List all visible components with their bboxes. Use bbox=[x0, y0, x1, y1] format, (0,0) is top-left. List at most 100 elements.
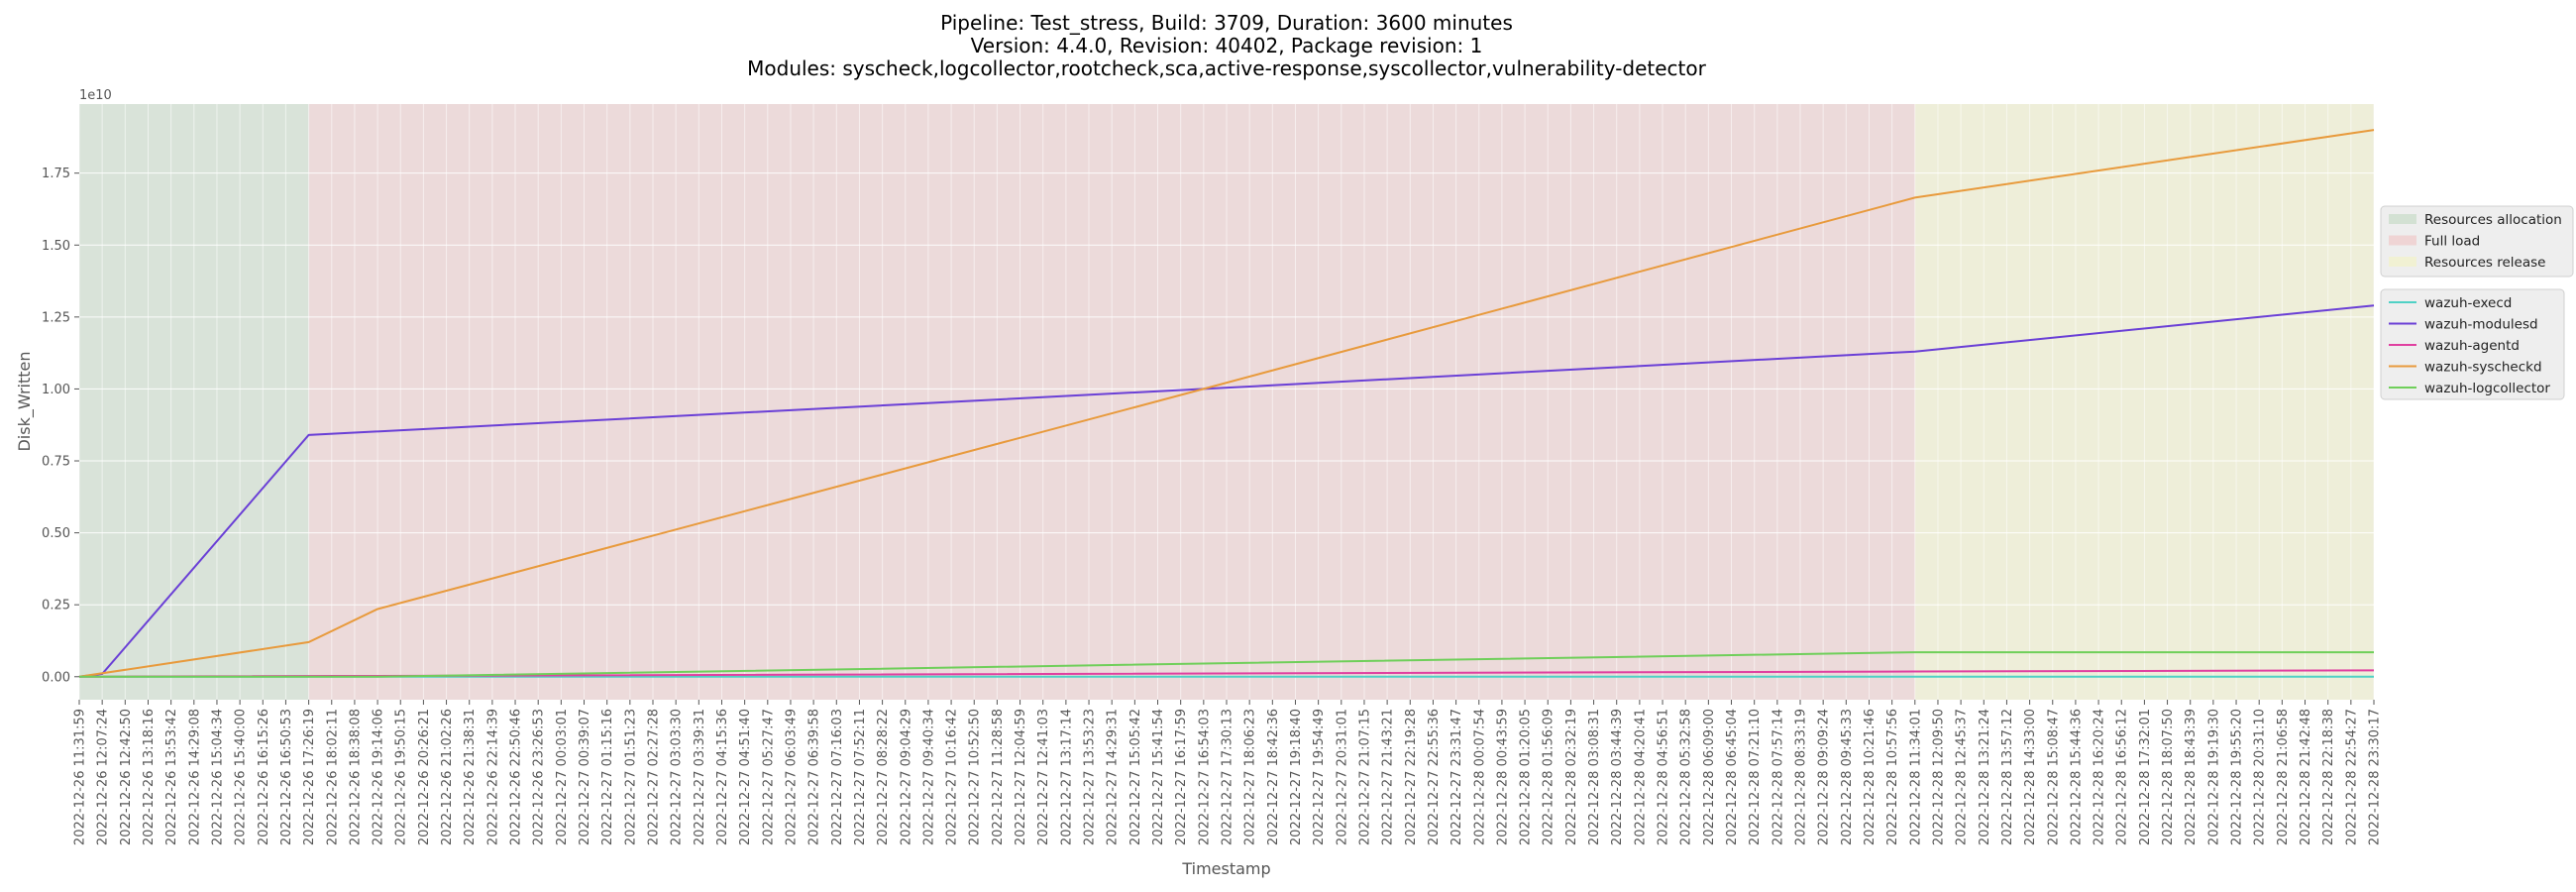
x-tick-label: 2022-12-27 21:07:15 bbox=[1357, 709, 1372, 845]
legend-series-label: wazuh-modulesd bbox=[2424, 317, 2538, 333]
x-tick-label: 2022-12-28 18:07:50 bbox=[2161, 709, 2176, 845]
x-tick-label: 2022-12-27 13:17:14 bbox=[1059, 709, 1074, 845]
x-tick-label: 2022-12-28 07:21:10 bbox=[1748, 709, 1763, 845]
x-tick-label: 2022-12-28 15:08:47 bbox=[2046, 709, 2061, 845]
x-tick-label: 2022-12-27 22:55:36 bbox=[1427, 709, 1442, 845]
x-tick-label: 2022-12-27 01:51:23 bbox=[623, 709, 638, 845]
x-tick-label: 2022-12-27 09:04:29 bbox=[899, 709, 913, 845]
x-tick-label: 2022-12-28 06:09:00 bbox=[1702, 709, 1717, 845]
legend-series-label: wazuh-execd bbox=[2424, 295, 2512, 311]
legend-phase-swatch bbox=[2389, 257, 2416, 267]
x-tick-label: 2022-12-28 02:32:19 bbox=[1564, 709, 1579, 845]
x-tick-label: 2022-12-27 16:54:03 bbox=[1197, 709, 1212, 845]
x-tick-label: 2022-12-28 22:18:38 bbox=[2321, 709, 2336, 845]
x-tick-label: 2022-12-28 03:08:31 bbox=[1587, 709, 1602, 845]
x-tick-label: 2022-12-27 21:43:21 bbox=[1381, 709, 1396, 845]
x-tick-label: 2022-12-28 09:45:33 bbox=[1840, 709, 1855, 845]
x-tick-label: 2022-12-28 16:56:12 bbox=[2115, 709, 2130, 845]
x-tick-label: 2022-12-27 23:31:47 bbox=[1449, 709, 1464, 845]
x-tick-label: 2022-12-27 22:19:28 bbox=[1404, 709, 1419, 845]
x-tick-label: 2022-12-28 10:57:56 bbox=[1885, 709, 1900, 845]
x-tick-label: 2022-12-28 07:57:14 bbox=[1771, 709, 1785, 845]
x-tick-label: 2022-12-28 01:56:09 bbox=[1542, 709, 1556, 845]
x-tick-label: 2022-12-28 17:32:01 bbox=[2138, 709, 2153, 845]
legend-series-label: wazuh-syscheckd bbox=[2424, 360, 2542, 376]
legend-phases-box bbox=[2380, 205, 2574, 278]
x-tick-label: 2022-12-27 08:28:22 bbox=[876, 709, 891, 845]
x-tick-label: 2022-12-26 16:50:53 bbox=[279, 709, 294, 845]
x-tick-label: 2022-12-26 13:53:42 bbox=[164, 709, 179, 845]
legend-series-label: wazuh-agentd bbox=[2424, 338, 2520, 354]
x-tick-label: 2022-12-27 10:16:42 bbox=[945, 709, 960, 845]
x-tick-label: 2022-12-27 16:17:59 bbox=[1174, 709, 1189, 845]
x-tick-label: 2022-12-27 10:52:50 bbox=[968, 709, 983, 845]
x-tick-label: 2022-12-28 06:45:04 bbox=[1725, 709, 1740, 845]
x-tick-label: 2022-12-27 01:15:16 bbox=[600, 709, 615, 845]
x-tick-label: 2022-12-26 17:26:19 bbox=[302, 709, 317, 845]
x-tick-label: 2022-12-28 01:20:05 bbox=[1519, 709, 1534, 845]
legend-phases: Resources allocation Full load Resources r… bbox=[2380, 205, 2574, 278]
x-tick-label: 2022-12-28 19:19:30 bbox=[2206, 709, 2221, 845]
series-line-wazuh-logcollector bbox=[79, 651, 2374, 678]
x-tick-label: 2022-12-28 03:44:39 bbox=[1610, 709, 1625, 845]
series-line-wazuh-agentd bbox=[78, 669, 2375, 678]
x-tick-label: 2022-12-27 07:52:11 bbox=[853, 709, 868, 845]
x-tick-label: 2022-12-28 21:42:48 bbox=[2299, 709, 2313, 845]
legend-series-label: wazuh-logcollector bbox=[2424, 381, 2550, 396]
x-tick-label: 2022-12-27 06:39:58 bbox=[807, 709, 822, 845]
x-tick-label: 2022-12-27 19:54:49 bbox=[1312, 709, 1327, 845]
x-tick-label: 2022-12-27 04:51:40 bbox=[738, 709, 753, 845]
x-tick-label: 2022-12-26 13:18:16 bbox=[142, 709, 157, 845]
x-tick-label: 2022-12-28 10:21:46 bbox=[1863, 709, 1878, 845]
x-tick-label: 2022-12-26 20:26:21 bbox=[417, 709, 432, 845]
x-tick-label: 2022-12-26 22:50:46 bbox=[509, 709, 524, 845]
x-tick-label: 2022-12-27 17:30:13 bbox=[1221, 709, 1235, 845]
y-offset-label: 1e10 bbox=[79, 88, 112, 103]
x-tick-label: 2022-12-28 04:20:41 bbox=[1633, 709, 1648, 845]
x-tick-label: 2022-12-28 00:07:54 bbox=[1472, 709, 1487, 845]
x-tick-label: 2022-12-27 04:15:36 bbox=[715, 709, 730, 845]
x-tick-label: 2022-12-26 14:29:08 bbox=[187, 709, 202, 845]
x-tick-label: 2022-12-27 15:05:42 bbox=[1128, 709, 1143, 845]
y-tick-label: 0.25 bbox=[42, 599, 70, 613]
series-line-wazuh-syscheckd bbox=[78, 129, 2375, 678]
x-tick-label: 2022-12-28 18:43:39 bbox=[2184, 709, 2199, 845]
x-tick-label: 2022-12-28 12:09:50 bbox=[1931, 709, 1946, 845]
x-tick-label: 2022-12-28 11:34:01 bbox=[1908, 709, 1923, 845]
x-tick-label: 2022-12-27 00:39:07 bbox=[578, 709, 592, 845]
chart-title-line-2: Version: 4.4.0, Revision: 40402, Package… bbox=[971, 34, 1483, 57]
grid-lines bbox=[78, 104, 2375, 700]
x-tick-label: 2022-12-28 12:45:37 bbox=[1955, 709, 1970, 845]
x-tick-label: 2022-12-28 15:44:36 bbox=[2069, 709, 2084, 845]
y-tick-label: 0.50 bbox=[42, 526, 70, 541]
y-tick-label: 0.75 bbox=[42, 455, 70, 470]
x-tick-label: 2022-12-26 16:15:26 bbox=[257, 709, 271, 845]
x-tick-label: 2022-12-27 02:27:28 bbox=[647, 709, 662, 845]
y-tick-label: 1.50 bbox=[42, 239, 70, 254]
y-axis-label: Disk_Written bbox=[15, 351, 35, 451]
y-tick-label: 1.00 bbox=[42, 383, 70, 397]
x-tick-label: 2022-12-28 19:55:20 bbox=[2230, 709, 2245, 845]
x-tick-label: 2022-12-27 11:28:58 bbox=[991, 709, 1006, 845]
x-tick-label: 2022-12-28 20:31:10 bbox=[2253, 709, 2268, 845]
legend-series: wazuh-execd wazuh-modulesd wazuh-agentd waz… bbox=[2380, 288, 2565, 400]
x-tick-label: 2022-12-28 22:54:27 bbox=[2344, 709, 2359, 845]
x-tick-label: 2022-12-28 08:33:19 bbox=[1794, 709, 1809, 845]
x-tick-label: 2022-12-28 04:56:51 bbox=[1657, 709, 1671, 845]
y-tick-label: 0.00 bbox=[42, 670, 70, 685]
y-tick-label: 1.75 bbox=[42, 167, 70, 181]
x-tick-label: 2022-12-26 22:14:39 bbox=[485, 709, 500, 845]
x-tick-label: 2022-12-27 12:04:59 bbox=[1014, 709, 1028, 845]
x-axis-ticks: 2022-12-26 11:31:59 2022-12-26 12:07:24 20… bbox=[73, 700, 2383, 845]
x-tick-label: 2022-12-27 12:41:03 bbox=[1036, 709, 1051, 845]
legend-phase-label: Full load bbox=[2424, 234, 2480, 250]
x-tick-label: 2022-12-27 18:06:23 bbox=[1243, 709, 1258, 845]
legend-phase-swatch bbox=[2389, 214, 2416, 224]
x-tick-label: 2022-12-27 18:42:36 bbox=[1266, 709, 1281, 845]
x-tick-label: 2022-12-27 07:16:03 bbox=[830, 709, 845, 845]
x-tick-label: 2022-12-26 12:07:24 bbox=[96, 709, 111, 845]
x-tick-label: 2022-12-26 23:26:53 bbox=[532, 709, 547, 845]
x-tick-label: 2022-12-28 16:20:24 bbox=[2093, 709, 2107, 845]
x-tick-label: 2022-12-26 12:42:50 bbox=[119, 709, 134, 845]
